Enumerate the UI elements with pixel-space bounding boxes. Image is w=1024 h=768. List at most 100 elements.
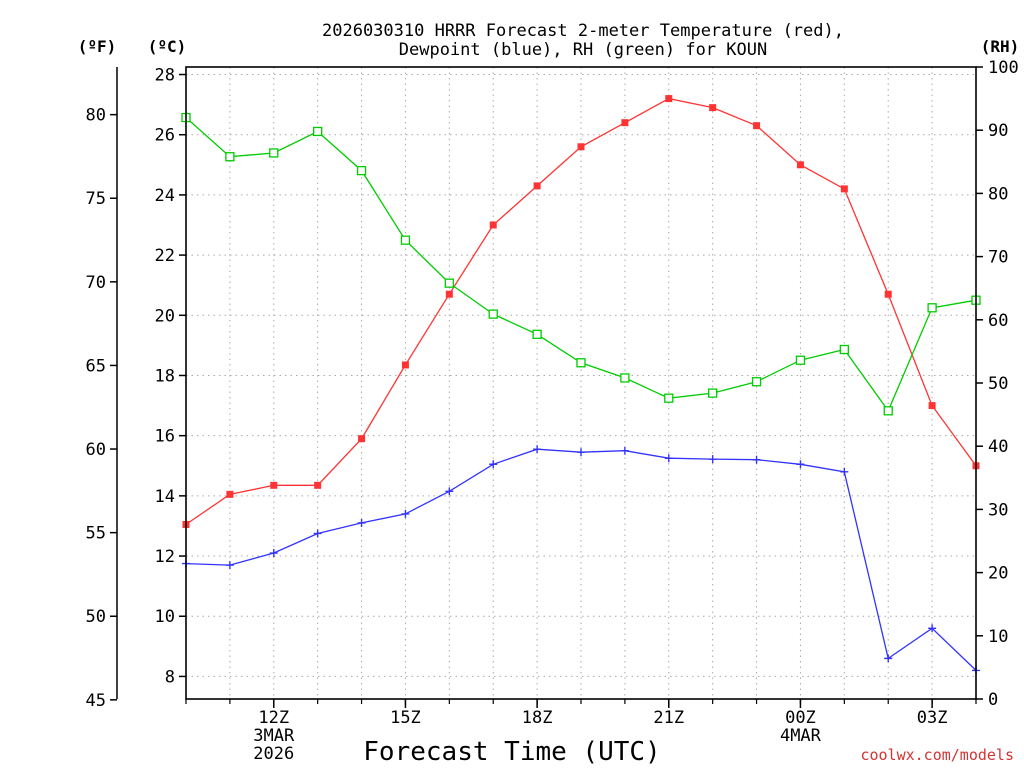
- credit-text: coolwx.com/models: [860, 746, 1014, 764]
- rh-tick-label: 10: [988, 627, 1008, 647]
- celsius-tick-label: 10: [155, 607, 175, 627]
- rh-point: [751, 377, 762, 387]
- fahrenheit-tick-label: 80: [86, 106, 106, 126]
- celsius-tick-label: 8: [165, 667, 175, 687]
- fahrenheit-tick-label: 65: [86, 356, 106, 376]
- temperature-point: [401, 361, 409, 369]
- time-tick-label: 4MAR: [780, 726, 822, 746]
- celsius-axis: 8 10 12 14 16 18 20 22 24 26 28: [155, 66, 186, 687]
- celsius-tick-label: 18: [155, 366, 175, 386]
- rh-point: [708, 388, 718, 398]
- rh-point: [664, 393, 674, 403]
- fahrenheit-tick-label: 60: [86, 440, 106, 460]
- dewpoint-point: [401, 509, 410, 518]
- temperature-point: [577, 143, 585, 151]
- rh-point: [927, 303, 937, 313]
- x-axis-title: Forecast Time (UTC): [363, 737, 660, 767]
- time-tick-label: 12Z: [258, 708, 289, 728]
- dewpoint-point: [664, 454, 673, 463]
- time-tick-label: 21Z: [653, 708, 684, 728]
- dewpoint-line: [185, 448, 977, 671]
- rh-tick-label: 60: [988, 311, 1008, 331]
- dewpoint-point: [884, 654, 893, 663]
- celsius-tick-label: 20: [155, 306, 175, 326]
- rh-tick-label: 20: [988, 564, 1008, 584]
- celsius-tick-label: 16: [155, 427, 175, 447]
- plot-frame: [185, 66, 977, 700]
- temperature-point: [928, 402, 936, 410]
- fahrenheit-tick-label: 70: [86, 273, 106, 293]
- dewpoint-point: [357, 518, 366, 527]
- rh-point: [356, 165, 367, 176]
- grid-lines: [186, 67, 976, 699]
- dewpoint-point: [533, 445, 542, 454]
- time-tick-label: 00Z: [785, 708, 816, 728]
- dewpoint-point: [445, 487, 454, 496]
- rh-point: [839, 344, 849, 355]
- temperature-point: [314, 481, 322, 489]
- dewpoint-point: [225, 561, 234, 570]
- rh-tick-label: 40: [988, 437, 1008, 457]
- rh-tick-label: 80: [988, 184, 1008, 204]
- dewpoint-point: [620, 446, 629, 455]
- celsius-axis-unit: (ºC): [148, 37, 187, 56]
- rh-point: [620, 373, 630, 383]
- chart-title-line2: Dewpoint (blue), RH (green) for KOUN: [399, 40, 767, 60]
- series-layer: [181, 95, 981, 675]
- dewpoint-point: [752, 455, 761, 464]
- dewpoint-point: [708, 455, 717, 464]
- rh-point: [532, 329, 542, 339]
- rh-tick-label: 30: [988, 500, 1008, 520]
- rh-point: [400, 235, 411, 245]
- celsius-tick-label: 28: [155, 66, 175, 86]
- celsius-tick-label: 24: [155, 186, 175, 206]
- fahrenheit-tick-label: 55: [86, 524, 106, 544]
- rh-axis: 0 10 20 30 40 50 60 70 80 90 100: [976, 58, 1019, 710]
- fahrenheit-axis-unit: (ºF): [78, 37, 117, 56]
- temperature-point: [753, 122, 761, 130]
- rh-point: [576, 358, 586, 368]
- temperature-point: [884, 290, 892, 298]
- dewpoint-point: [928, 624, 937, 633]
- rh-tick-label: 0: [988, 690, 998, 710]
- temperature-point: [840, 185, 848, 193]
- celsius-tick-label: 22: [155, 246, 175, 266]
- fahrenheit-tick-label: 75: [86, 189, 106, 209]
- temperature-point: [665, 95, 673, 103]
- temperature-point: [796, 161, 804, 169]
- time-tick-label: 15Z: [390, 708, 421, 728]
- temperature-point: [358, 435, 366, 443]
- rh-point: [269, 148, 279, 158]
- rh-axis-unit: (RH): [981, 37, 1020, 56]
- dewpoint-point: [489, 460, 498, 469]
- temperature-point: [445, 290, 453, 298]
- celsius-tick-label: 14: [155, 487, 175, 507]
- dewpoint-point: [269, 549, 278, 558]
- rh-tick-label: 90: [988, 121, 1008, 141]
- rh-point: [313, 126, 323, 137]
- rh-point: [488, 309, 498, 319]
- fahrenheit-tick-label: 45: [86, 691, 106, 711]
- fahrenheit-axis: 45 50 55 60 65 70 75 80: [86, 67, 118, 711]
- dewpoint-point: [796, 460, 805, 469]
- dewpoint-point: [313, 529, 322, 538]
- temperature-point: [226, 490, 234, 498]
- rh-tick-label: 50: [988, 374, 1008, 394]
- rh-point: [795, 355, 806, 365]
- dewpoint-point: [840, 467, 849, 476]
- time-tick-label: 3MAR: [253, 726, 295, 746]
- celsius-tick-label: 26: [155, 126, 175, 146]
- temperature-line: [185, 97, 977, 525]
- chart-title-line1: 2026030310 HRRR Forecast 2-meter Tempera…: [322, 21, 844, 41]
- dewpoint-point: [577, 448, 585, 457]
- time-tick-label: 03Z: [917, 708, 948, 728]
- temperature-point: [270, 481, 278, 489]
- temperature-point: [533, 182, 541, 190]
- rh-point: [444, 278, 454, 288]
- fahrenheit-tick-label: 50: [86, 607, 106, 627]
- time-tick-label: 2026: [253, 744, 294, 764]
- temperature-point: [709, 104, 717, 112]
- time-tick-label: 18Z: [522, 708, 553, 728]
